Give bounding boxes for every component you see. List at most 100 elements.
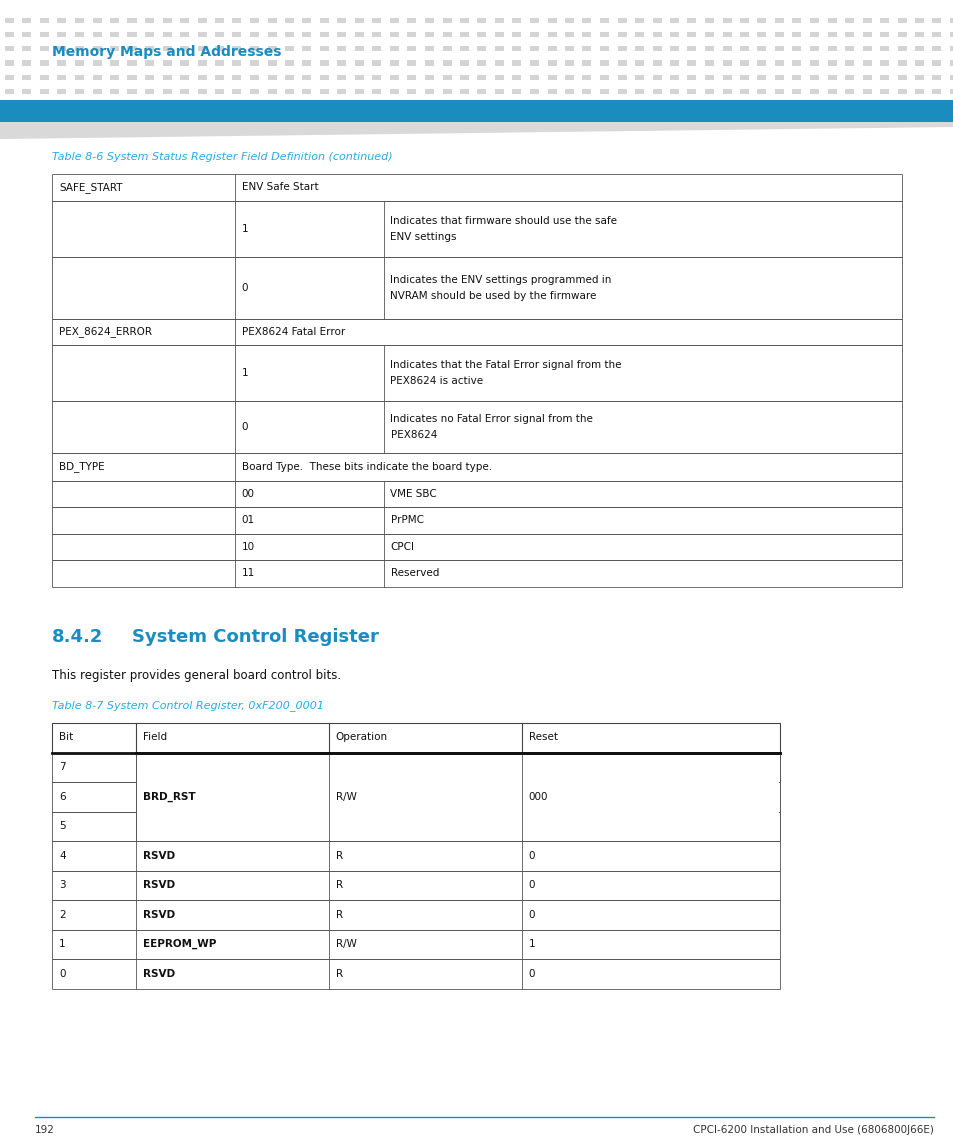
Bar bbox=[57, 61, 67, 65]
Bar bbox=[844, 61, 853, 65]
Bar bbox=[57, 89, 67, 94]
Text: 0: 0 bbox=[59, 969, 66, 979]
Bar bbox=[949, 89, 953, 94]
Bar bbox=[826, 61, 836, 65]
Bar bbox=[197, 46, 206, 52]
Bar bbox=[721, 89, 731, 94]
Text: 00: 00 bbox=[241, 489, 254, 499]
Text: EEPROM_WP: EEPROM_WP bbox=[143, 939, 216, 949]
Bar bbox=[459, 61, 469, 65]
Bar bbox=[250, 32, 258, 37]
Text: 5: 5 bbox=[59, 821, 66, 831]
Bar bbox=[635, 18, 643, 23]
Bar bbox=[302, 32, 312, 37]
Bar bbox=[319, 32, 329, 37]
Bar bbox=[564, 46, 574, 52]
Bar bbox=[477, 18, 486, 23]
Bar bbox=[40, 74, 49, 80]
Text: 6: 6 bbox=[59, 791, 66, 802]
Bar bbox=[669, 46, 679, 52]
Bar bbox=[582, 89, 591, 94]
Bar bbox=[250, 18, 258, 23]
Bar bbox=[757, 46, 765, 52]
Bar bbox=[23, 46, 31, 52]
Bar bbox=[442, 74, 451, 80]
Bar bbox=[128, 74, 136, 80]
Bar bbox=[844, 32, 853, 37]
Bar bbox=[757, 61, 765, 65]
Bar bbox=[740, 61, 748, 65]
Bar bbox=[599, 18, 608, 23]
Bar bbox=[949, 18, 953, 23]
Bar bbox=[862, 89, 871, 94]
Bar bbox=[652, 18, 660, 23]
Text: 01: 01 bbox=[241, 515, 254, 526]
Bar bbox=[75, 18, 84, 23]
Bar bbox=[92, 74, 101, 80]
Text: Board Type.  These bits indicate the board type.: Board Type. These bits indicate the boar… bbox=[241, 461, 492, 472]
Bar bbox=[617, 61, 626, 65]
Text: 3: 3 bbox=[59, 881, 66, 891]
Text: R/W: R/W bbox=[335, 791, 356, 802]
Bar bbox=[52, 481, 901, 507]
Bar bbox=[635, 46, 643, 52]
Bar bbox=[740, 46, 748, 52]
Bar bbox=[792, 61, 801, 65]
Bar bbox=[214, 89, 224, 94]
Bar bbox=[564, 32, 574, 37]
Bar bbox=[372, 46, 381, 52]
Bar bbox=[5, 61, 14, 65]
Bar bbox=[826, 74, 836, 80]
Bar bbox=[390, 32, 398, 37]
Bar bbox=[424, 46, 434, 52]
Bar bbox=[233, 89, 241, 94]
Bar bbox=[128, 18, 136, 23]
Bar bbox=[669, 74, 679, 80]
Bar bbox=[267, 18, 276, 23]
Bar bbox=[302, 89, 312, 94]
Text: 1: 1 bbox=[528, 939, 535, 949]
Bar bbox=[180, 74, 189, 80]
Bar bbox=[721, 61, 731, 65]
Bar bbox=[774, 89, 783, 94]
Bar bbox=[5, 32, 14, 37]
Bar bbox=[285, 46, 294, 52]
Bar bbox=[704, 32, 713, 37]
Text: Memory Maps and Addresses: Memory Maps and Addresses bbox=[52, 45, 281, 60]
Bar bbox=[424, 18, 434, 23]
Bar bbox=[477, 61, 486, 65]
Bar bbox=[774, 74, 783, 80]
Text: CPCI-6200 Installation and Use (6806800J66E): CPCI-6200 Installation and Use (6806800J… bbox=[693, 1126, 933, 1135]
Bar bbox=[862, 18, 871, 23]
Bar bbox=[250, 61, 258, 65]
Bar bbox=[757, 18, 765, 23]
Bar bbox=[477, 74, 486, 80]
Bar bbox=[495, 46, 503, 52]
Bar bbox=[459, 32, 469, 37]
Bar bbox=[512, 32, 521, 37]
Text: 10: 10 bbox=[241, 542, 254, 552]
Bar bbox=[136, 753, 779, 840]
Bar bbox=[145, 46, 153, 52]
Text: Reserved: Reserved bbox=[390, 568, 438, 578]
Bar bbox=[687, 18, 696, 23]
Bar bbox=[931, 61, 941, 65]
Bar bbox=[879, 32, 888, 37]
Text: Table 8-7 System Control Register, 0xF200_0001: Table 8-7 System Control Register, 0xF20… bbox=[52, 701, 324, 711]
Bar bbox=[826, 32, 836, 37]
Bar bbox=[792, 46, 801, 52]
Bar bbox=[180, 89, 189, 94]
Bar bbox=[57, 18, 67, 23]
Bar bbox=[52, 900, 780, 930]
Bar bbox=[233, 46, 241, 52]
Bar bbox=[285, 74, 294, 80]
Bar bbox=[826, 46, 836, 52]
Bar bbox=[897, 46, 905, 52]
Bar bbox=[635, 61, 643, 65]
Bar bbox=[424, 89, 434, 94]
Bar bbox=[337, 89, 346, 94]
Bar bbox=[110, 46, 119, 52]
Text: VME SBC: VME SBC bbox=[390, 489, 436, 499]
Bar bbox=[495, 32, 503, 37]
Bar bbox=[652, 74, 660, 80]
